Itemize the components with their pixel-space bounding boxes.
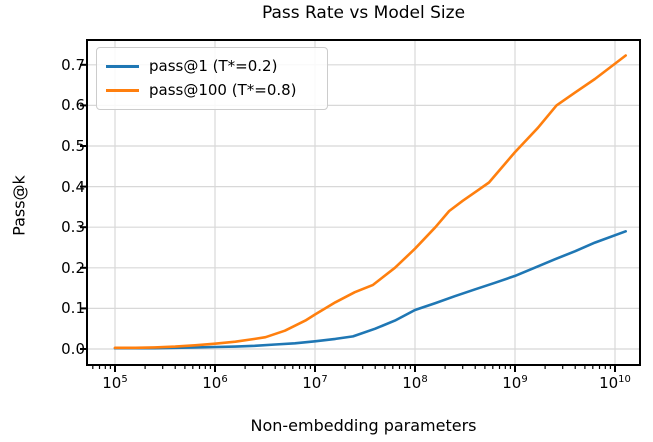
legend-row-pass100: pass@100 (T*=0.8) [106,78,317,102]
y-tick-label: 0.1 [61,299,85,318]
y-axis-label: Pass@k [9,175,29,236]
y-tick-label: 0.5 [61,137,85,155]
legend: pass@1 (T*=0.2) pass@100 (T*=0.8) [96,47,328,110]
legend-label-pass100: pass@100 (T*=0.8) [149,81,297,99]
pass100-line [113,54,628,350]
axes-spines [86,39,641,366]
x-tick-label: 105 [102,374,128,392]
y-tick-label: 0.7 [61,55,85,74]
x-tick-label: 1010 [599,374,631,392]
y-tick-label: 0.2 [61,258,85,277]
legend-row-pass1: pass@1 (T*=0.2) [106,54,317,78]
x-axis-label: Non-embedding parameters [250,416,477,435]
y-tick-label: 0.3 [61,218,85,237]
legend-label-pass1: pass@1 (T*=0.2) [149,57,278,75]
x-tick-label: 107 [302,374,328,392]
y-tick-label: 0.6 [61,96,85,115]
x-tick-label: 108 [402,374,428,392]
chart-title: Pass Rate vs Model Size [261,3,466,23]
x-tick-label: 106 [202,374,228,392]
pass100-line-swatch [106,88,139,92]
y-tick-label: 0.4 [61,177,85,196]
pass1-line [113,230,628,350]
pass1-line-swatch [106,64,139,68]
x-tick-label: 109 [502,374,528,392]
y-tick-label: 0.0 [61,340,85,358]
